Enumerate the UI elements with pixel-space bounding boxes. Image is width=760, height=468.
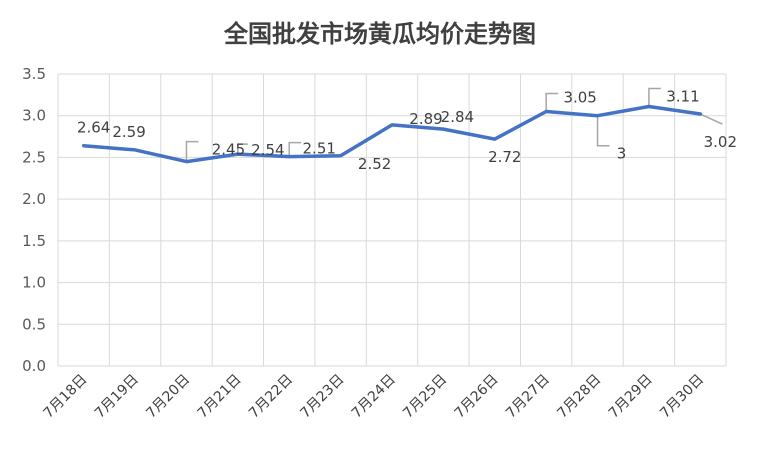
- y-tick-label: 0.5: [22, 315, 46, 333]
- x-tick-label: 7月18日: [41, 372, 91, 422]
- data-label: 2.64: [77, 119, 110, 137]
- chart-title: 全国批发市场黄瓜均价走势图: [224, 20, 536, 48]
- y-tick-label: 2.0: [22, 190, 46, 208]
- data-label: 2.89: [409, 110, 442, 128]
- x-tick-label: 7月27日: [503, 372, 553, 422]
- y-tick-label: 1.5: [22, 232, 46, 250]
- y-tick-label: 2.5: [22, 148, 46, 166]
- x-tick-label: 7月21日: [195, 372, 245, 422]
- y-tick-label: 0.0: [22, 357, 46, 375]
- y-tick-label: 1.0: [22, 274, 46, 292]
- data-label: 2.54: [251, 141, 284, 159]
- x-tick-label: 7月25日: [400, 372, 450, 422]
- x-tick-label: 7月30日: [657, 372, 707, 422]
- x-tick-label: 7月29日: [606, 372, 656, 422]
- data-label: 3.05: [563, 89, 596, 107]
- leader-line: [185, 140, 199, 162]
- x-tick-label: 7月26日: [452, 372, 502, 422]
- x-tick-label: 7月28日: [554, 372, 604, 422]
- data-label: 3.02: [704, 133, 737, 151]
- x-tick-label: 7月22日: [246, 372, 296, 422]
- leader-line: [699, 113, 723, 125]
- data-label: 2.84: [441, 108, 474, 126]
- y-tick-label: 3.0: [22, 107, 46, 125]
- leader-line: [648, 87, 661, 107]
- data-label: 2.72: [488, 148, 521, 166]
- data-label: 3: [617, 145, 627, 163]
- data-label: 2.51: [303, 140, 336, 158]
- series-line: [81, 104, 703, 164]
- leader-line: [596, 115, 610, 147]
- data-label: 2.45: [212, 141, 245, 159]
- data-label: 2.52: [358, 155, 391, 173]
- data-label: 2.59: [112, 123, 145, 141]
- x-tick-label: 7月24日: [349, 372, 399, 422]
- leader-line: [237, 143, 248, 155]
- x-tick-label: 7月19日: [92, 372, 142, 422]
- x-tick-label: 7月23日: [297, 372, 347, 422]
- x-tick-label: 7月20日: [143, 372, 193, 422]
- data-label: 3.11: [666, 88, 699, 106]
- y-tick-label: 3.5: [22, 65, 46, 83]
- leader-line: [545, 92, 559, 112]
- leader-line: [288, 141, 302, 157]
